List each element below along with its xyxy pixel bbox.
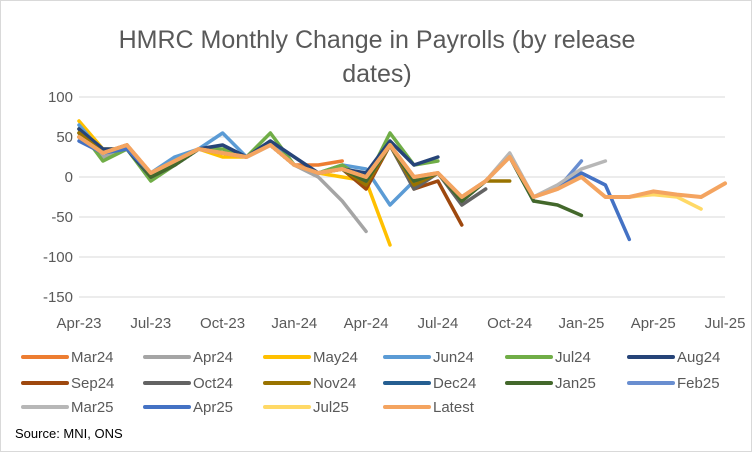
legend-label: Jan25 (555, 375, 596, 392)
legend-label: Aug24 (677, 349, 720, 366)
y-tick-label: 100 (48, 89, 73, 106)
series-lines (77, 119, 727, 247)
x-tick-label: Apr-24 (344, 315, 389, 332)
series-line-latest (77, 135, 727, 199)
source-note: Source: MNI, ONS (15, 426, 123, 441)
legend-label: Mar25 (71, 399, 114, 416)
legend-item-sep24: Sep24 (21, 375, 114, 392)
legend-item-nov24: Nov24 (263, 375, 356, 392)
y-tick-label: 50 (56, 129, 73, 146)
x-tick-label: Jan-24 (271, 315, 317, 332)
x-tick-label: Jul-23 (130, 315, 171, 332)
legend-label: Jun24 (433, 349, 474, 366)
x-tick-label: Oct-24 (487, 315, 532, 332)
legend-item-feb25: Feb25 (627, 375, 720, 392)
legend-label: Jul25 (313, 399, 349, 416)
legend-item-may24: May24 (263, 349, 358, 366)
legend-label: Jul24 (555, 349, 591, 366)
legend-item-jun24: Jun24 (383, 349, 474, 366)
x-tick-label: Apr-25 (631, 315, 676, 332)
legend: Mar24 Apr24 May24 Jun24 Jul24 Aug24 Sep24 Oct24… (21, 349, 720, 416)
legend-item-oct24: Oct24 (143, 375, 233, 392)
legend-label: Dec24 (433, 375, 476, 392)
legend-item-jul25: Jul25 (263, 399, 349, 416)
x-tick-label: Oct-23 (200, 315, 245, 332)
x-tick-label: Jul-25 (705, 315, 746, 332)
legend-label: Oct24 (193, 375, 233, 392)
legend-label: Apr24 (193, 349, 233, 366)
y-tick-label: 0 (65, 169, 73, 186)
y-tick-label: -150 (43, 289, 73, 306)
y-tick-label: -50 (51, 209, 73, 226)
legend-label: Mar24 (71, 349, 114, 366)
legend-label: May24 (313, 349, 358, 366)
legend-item-aug24: Aug24 (627, 349, 720, 366)
x-tick-label: Jul-24 (417, 315, 458, 332)
legend-label: Nov24 (313, 375, 356, 392)
y-tick-label: -100 (43, 249, 73, 266)
chart-title-line-1: HMRC Monthly Change in Payrolls (by rele… (119, 26, 636, 54)
legend-item-latest: Latest (383, 399, 475, 416)
y-axis-tick-labels: -150 -100 -50 0 50 100 (43, 89, 73, 306)
legend-item-dec24: Dec24 (383, 375, 476, 392)
gridlines (79, 96, 725, 298)
x-tick-label: Jan-25 (559, 315, 605, 332)
legend-label: Latest (433, 399, 475, 416)
legend-label: Sep24 (71, 375, 114, 392)
legend-item-apr25: Apr25 (143, 399, 233, 416)
x-tick-label: Apr-23 (56, 315, 101, 332)
chart-title-line-2: dates) (342, 60, 411, 88)
legend-item-mar24: Mar24 (21, 349, 114, 366)
legend-item-mar25: Mar25 (21, 399, 114, 416)
x-axis-tick-labels: Apr-23 Jul-23 Oct-23 Jan-24 Apr-24 Jul-24 Oct-… (56, 315, 745, 332)
legend-label: Apr25 (193, 399, 233, 416)
legend-item-jan25: Jan25 (505, 375, 596, 392)
series-line-may24 (77, 119, 392, 247)
legend-label: Feb25 (677, 375, 720, 392)
legend-item-apr24: Apr24 (143, 349, 233, 366)
legend-item-jul24: Jul24 (505, 349, 591, 366)
